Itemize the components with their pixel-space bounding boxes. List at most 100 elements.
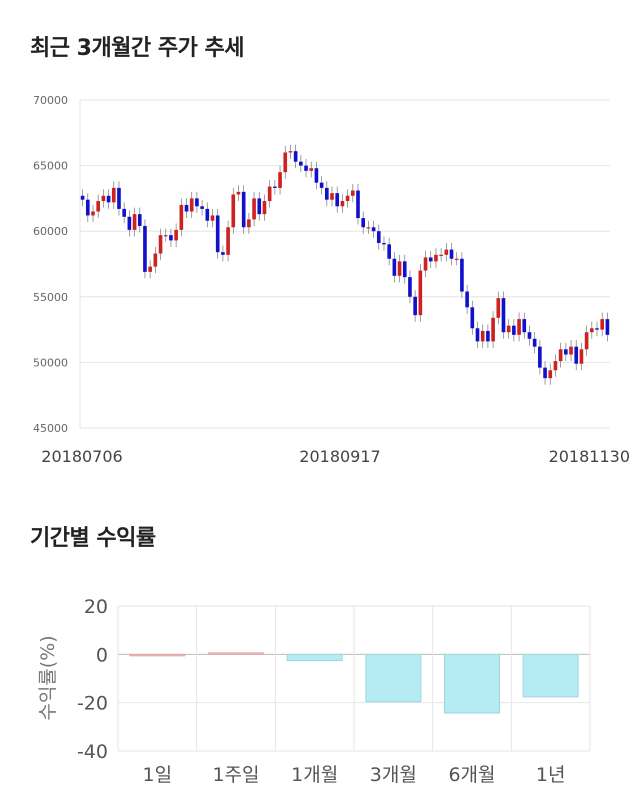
candle-body-up <box>210 215 215 221</box>
candle <box>564 342 568 362</box>
candle-body-up <box>558 349 563 362</box>
candle-body-down <box>205 208 210 221</box>
candle-body-up <box>111 187 116 203</box>
candle <box>470 300 475 335</box>
candle <box>434 248 438 268</box>
candle-body-up <box>548 370 553 379</box>
candle <box>117 181 121 216</box>
candle-body-up <box>247 219 251 228</box>
candle-body-down <box>382 243 386 245</box>
candle-body-up <box>439 254 443 257</box>
candle-body-up <box>480 330 485 342</box>
candle-y-tick-label: 65000 <box>33 160 68 173</box>
candle-body-down <box>184 204 189 212</box>
candle <box>137 207 142 233</box>
return-y-tick-label: 0 <box>96 644 108 666</box>
candle <box>132 207 137 237</box>
return-bar <box>207 652 265 655</box>
candle <box>486 324 490 348</box>
return-x-tick-label: 6개월 <box>448 764 495 786</box>
return-bar <box>443 653 501 714</box>
candle-y-tick-label: 45000 <box>33 422 68 435</box>
candle <box>475 321 480 348</box>
candle-body-down <box>428 257 433 262</box>
return-bars <box>129 652 579 714</box>
candle-body-up <box>366 227 371 229</box>
candle-body-down <box>241 191 246 228</box>
candle-body-down <box>319 182 324 188</box>
candle-body-up <box>148 266 152 272</box>
candle <box>85 193 90 223</box>
candle-body-up <box>584 332 589 350</box>
candle-body-up <box>283 152 288 173</box>
candle-body-down <box>465 291 469 308</box>
candle-y-tick-label: 55000 <box>33 291 68 304</box>
candle-body-down <box>200 206 204 209</box>
candle <box>304 159 308 178</box>
candle <box>241 185 246 234</box>
candle-x-tick-label: 20181130 <box>549 447 630 466</box>
candle <box>491 311 495 348</box>
candle <box>215 208 220 259</box>
candle <box>543 361 547 385</box>
candle-body-down <box>376 231 381 244</box>
return-bar <box>286 653 343 662</box>
candle <box>319 176 324 195</box>
candle-body-down <box>127 216 132 230</box>
candle-body-up <box>506 325 511 333</box>
candle <box>122 202 126 224</box>
candle-body-down <box>413 296 417 316</box>
candle <box>538 340 542 375</box>
candle-x-tick-label: 20180917 <box>299 447 380 466</box>
candle <box>324 181 329 207</box>
candle-body-up <box>589 328 594 333</box>
candle-body-down <box>273 186 277 188</box>
candle-body-up <box>262 201 267 215</box>
candle-body-down <box>501 298 506 333</box>
candle-body-down <box>512 325 516 335</box>
candle <box>288 144 293 160</box>
candle <box>262 194 267 221</box>
candle-body-down <box>221 252 225 255</box>
candle <box>111 181 116 209</box>
candle <box>517 312 521 342</box>
candle-body-down <box>475 328 480 342</box>
candle-y-tick-label: 50000 <box>33 356 68 369</box>
return-x-tick-label: 1년 <box>536 764 566 786</box>
candle <box>605 312 610 342</box>
candle <box>335 186 340 213</box>
candle <box>428 250 433 268</box>
candle-body-down <box>304 165 308 171</box>
candle <box>127 210 132 237</box>
candle-body-down <box>122 208 126 217</box>
candle-body-up <box>434 254 438 262</box>
candle-body-up <box>278 172 282 188</box>
return-y-tick-label: 20 <box>84 596 108 618</box>
candle <box>522 312 527 339</box>
candle <box>376 224 381 250</box>
candle-body-down <box>595 328 599 330</box>
candle <box>449 243 454 266</box>
candle <box>496 291 501 325</box>
candle-x-ticks: 20180706 20180917 20181130 <box>41 447 630 466</box>
candle-body-down <box>460 258 464 292</box>
candle <box>595 321 599 337</box>
candle <box>184 198 189 219</box>
candle-body-down <box>215 215 220 253</box>
candle-body-down <box>361 218 366 228</box>
candle-body-up <box>600 319 605 330</box>
candle <box>444 243 449 262</box>
candle-body-up <box>226 227 230 255</box>
candle-body-down <box>85 199 90 216</box>
candle <box>195 191 199 213</box>
candle <box>179 198 184 237</box>
candle-body-down <box>449 249 454 259</box>
candle <box>548 363 553 385</box>
candle <box>584 325 589 356</box>
candle <box>158 228 163 261</box>
candle-body-up <box>491 317 495 342</box>
candle <box>200 199 204 216</box>
candle-body-up <box>345 195 350 202</box>
return-y-tick-label: -20 <box>77 693 108 715</box>
return-x-tick-label: 1일 <box>143 764 173 786</box>
